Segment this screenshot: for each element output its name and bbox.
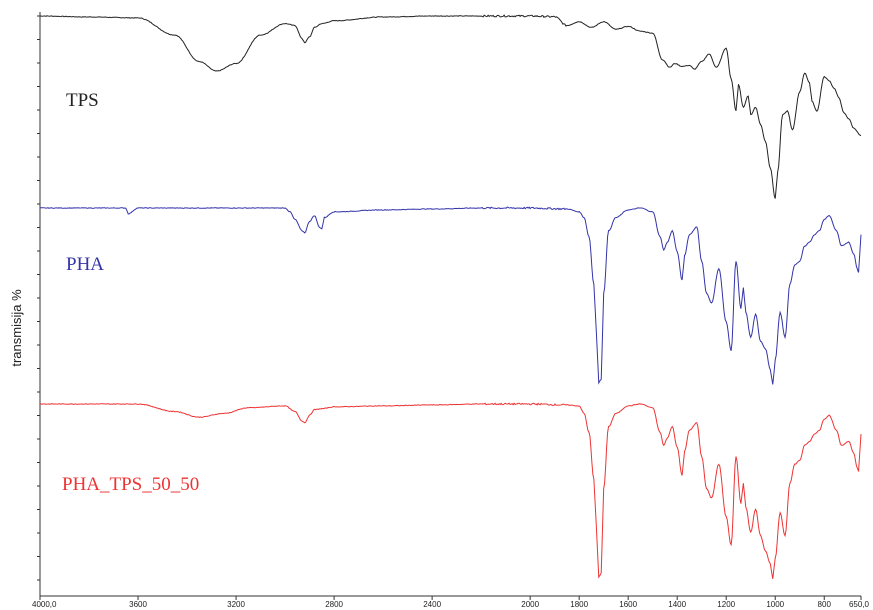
x-tick-label: 1600: [619, 600, 637, 609]
series-label-pha-tps-50-50: PHA_TPS_50_50: [62, 474, 199, 495]
series-line-pha: [39, 206, 862, 385]
x-tick-label: 3200: [227, 600, 245, 609]
x-tick-label: 4000,0: [32, 600, 57, 609]
x-tick-label: 800: [818, 600, 832, 609]
x-tick-label: 1800: [570, 600, 588, 609]
x-tick-label: 3600: [129, 600, 147, 609]
x-tick-label: 1000: [766, 600, 784, 609]
x-tick-label: 2400: [423, 600, 441, 609]
axes: [37, 12, 861, 597]
x-tick-label: 1200: [717, 600, 735, 609]
series-line-pha-tps-50-50: [39, 402, 862, 580]
series-label-tps: TPS: [66, 90, 99, 111]
x-tick-label: 2800: [325, 600, 343, 609]
x-tick-label: 2000: [521, 600, 539, 609]
series-lines: [39, 14, 862, 580]
x-ticks: 4000,0 3600 3200 2800 2400 2000 1800 1600 1400 12…: [32, 596, 870, 609]
series-label-pha: PHA: [66, 254, 104, 275]
y-axis-label: transmisija %: [9, 289, 24, 367]
x-tick-label: 650,0: [849, 600, 870, 609]
x-tick-label: 1400: [668, 600, 686, 609]
series-line-tps: [39, 14, 862, 199]
